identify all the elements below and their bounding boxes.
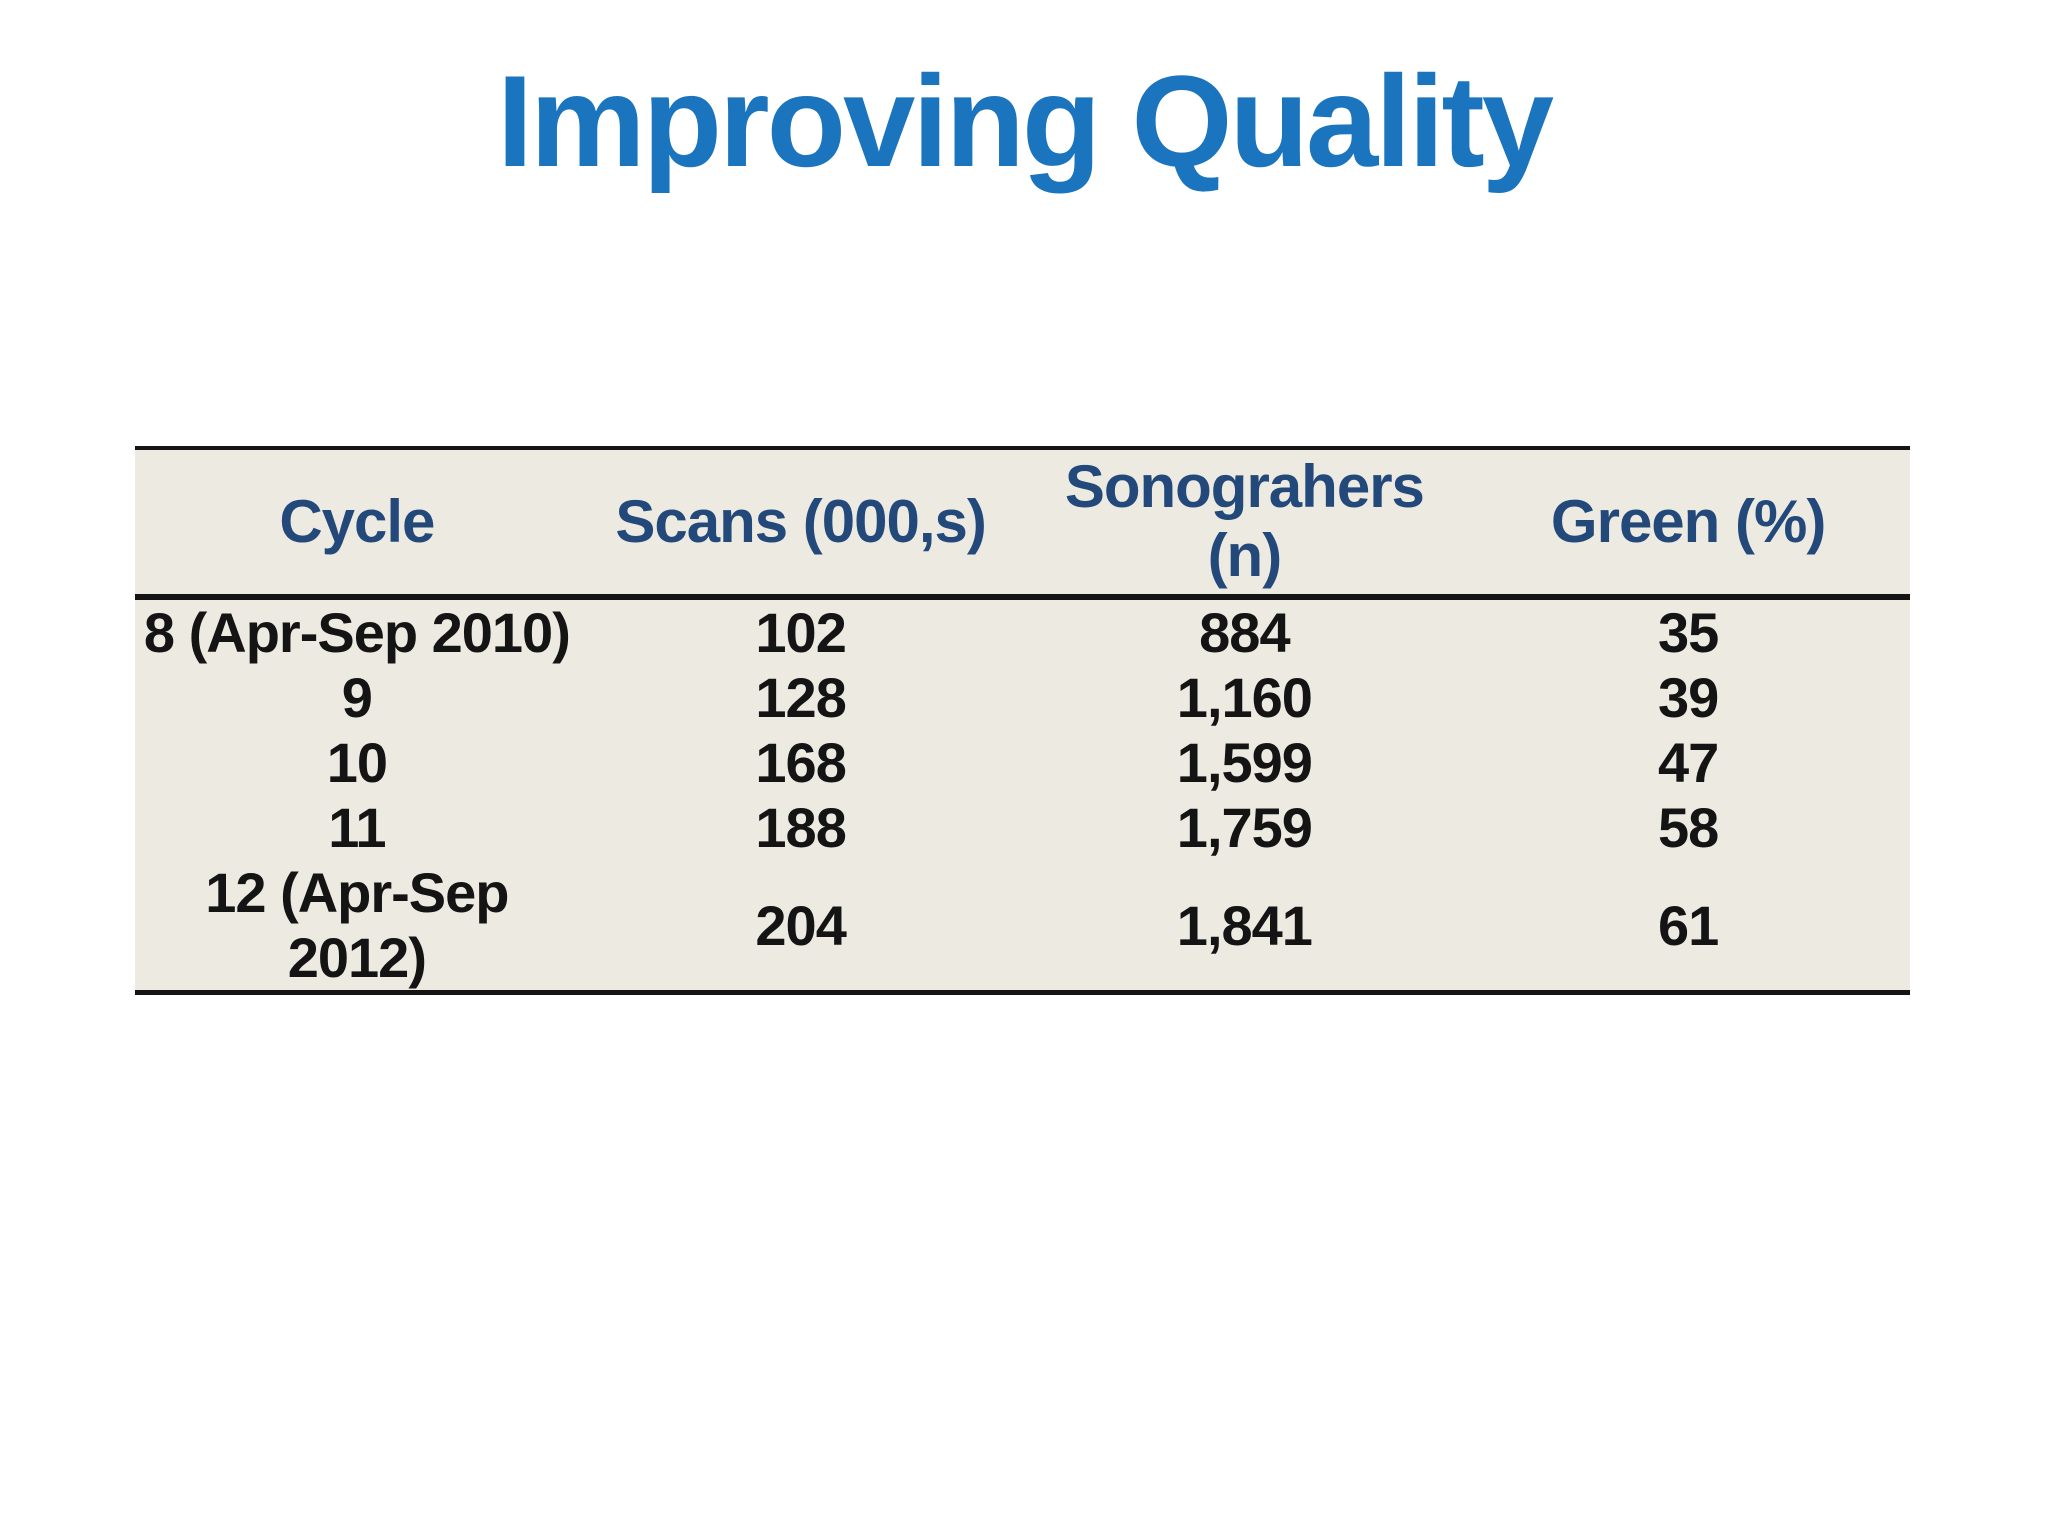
column-header-cycle: Cycle [135,448,579,600]
slide-title: Improving Quality [496,48,1554,194]
cell-scans: 128 [755,666,846,729]
cell-cycle: 12 (Apr-Sep 2012) [205,861,509,989]
cell-cycle: 8 (Apr-Sep 2010) [143,601,571,664]
cell-scans: 204 [755,893,846,957]
cell-sonographers: 1,599 [1176,731,1313,794]
cell-green: 35 [1657,601,1719,664]
cell-cycle: 10 [326,731,388,794]
cell-sonographers: 1,759 [1176,796,1313,859]
cell-sonographers: 1,160 [1176,666,1313,729]
cell-scans: 168 [755,731,846,794]
cell-sonographers: 884 [1199,601,1290,664]
column-header-green: Green (%) [1466,448,1910,600]
table-row: 9 128 1,160 39 [135,665,1910,730]
table-row: 12 (Apr-Sep 2012) 204 1,841 61 [135,860,1910,993]
table-header-row: Cycle Scans (000,s) Sonograhers (n) Gree… [135,448,1910,600]
cell-green: 61 [1657,893,1719,957]
cell-scans: 188 [755,796,846,859]
table-row: 11 188 1,759 58 [135,795,1910,860]
cell-green: 47 [1657,731,1719,794]
table-row: 8 (Apr-Sep 2010) 102 884 35 [135,597,1910,665]
quality-metrics-table: Cycle Scans (000,s) Sonograhers (n) Gree… [135,446,1910,995]
cell-green: 58 [1657,796,1719,859]
table-row: 10 168 1,599 47 [135,730,1910,795]
column-header-sonographers: Sonograhers (n) [1022,448,1467,600]
cell-green: 39 [1657,666,1719,729]
table-body: 8 (Apr-Sep 2010) 102 884 35 9 128 1,160 … [135,597,1910,993]
cell-cycle: 11 [328,796,386,859]
cell-cycle: 9 [341,666,373,729]
cell-scans: 102 [755,601,846,664]
column-header-scans: Scans (000,s) [578,448,1023,600]
table-header: Cycle Scans (000,s) Sonograhers (n) Gree… [135,448,1910,600]
cell-sonographers: 1,841 [1176,893,1313,957]
